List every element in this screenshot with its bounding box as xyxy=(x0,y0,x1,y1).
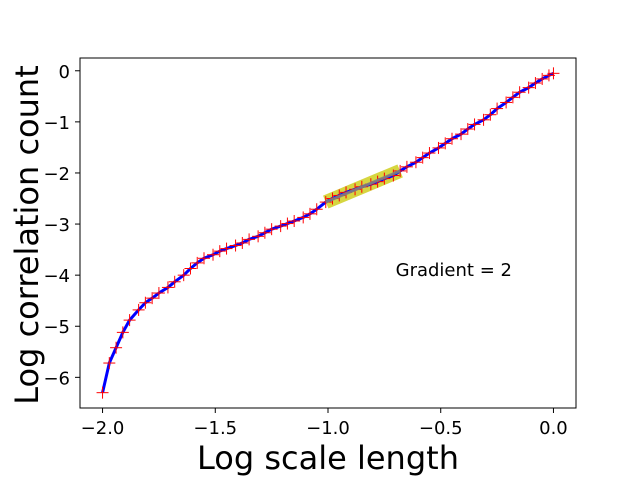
y-tick-label: −1 xyxy=(43,113,70,134)
data-point xyxy=(500,96,513,109)
data-point xyxy=(252,230,265,243)
series-line xyxy=(101,71,555,394)
data-point xyxy=(522,81,535,94)
data-point xyxy=(513,86,526,99)
data-point xyxy=(529,77,542,90)
data-point xyxy=(96,386,109,399)
y-axis-title: Log correlation count xyxy=(8,65,46,404)
data-point xyxy=(146,292,159,305)
x-tick-label: −2.0 xyxy=(81,418,125,439)
data-point xyxy=(191,256,204,269)
data-point xyxy=(303,207,316,220)
x-axis: −2.0 −1.5 −1.0 −0.5 0.0 xyxy=(81,408,568,439)
data-point xyxy=(243,233,256,246)
data-point xyxy=(400,160,413,173)
x-tick-label: −0.5 xyxy=(419,418,463,439)
data-point xyxy=(446,132,458,145)
gradient-annotation: Gradient = 2 xyxy=(396,260,512,281)
data-point xyxy=(432,141,445,154)
data-point xyxy=(281,217,294,230)
data-point xyxy=(213,245,226,258)
axes-frame xyxy=(79,57,577,409)
x-tick-label: 0.0 xyxy=(539,418,568,439)
data-point xyxy=(207,248,220,261)
fit-line xyxy=(325,169,401,204)
data-point xyxy=(110,341,123,354)
data-point xyxy=(168,275,181,288)
data-point xyxy=(484,108,497,121)
data-point xyxy=(152,287,165,300)
data-point xyxy=(491,102,504,115)
data-point xyxy=(455,128,468,141)
data-point xyxy=(297,211,310,224)
data-point xyxy=(477,113,490,126)
y-axis: 0 −1 −2 −3 −4 −5 −6 xyxy=(43,62,80,389)
plot-area xyxy=(96,67,560,399)
data-point xyxy=(416,151,429,164)
data-point xyxy=(547,67,560,80)
x-tick-label: −1.5 xyxy=(193,418,237,439)
y-tick-label: −3 xyxy=(43,215,70,236)
data-point xyxy=(161,281,174,294)
data-point xyxy=(461,123,474,136)
y-tick-label: −2 xyxy=(43,164,70,185)
data-point xyxy=(423,147,436,160)
x-tick-label: −1.0 xyxy=(306,418,350,439)
data-point xyxy=(236,236,249,249)
data-point xyxy=(439,137,452,150)
y-tick-label: 0 xyxy=(59,62,70,83)
y-tick-label: −4 xyxy=(43,266,70,287)
data-point xyxy=(265,223,278,236)
data-point xyxy=(132,303,145,316)
data-point xyxy=(506,91,519,104)
data-point xyxy=(123,314,136,327)
data-point xyxy=(536,72,549,85)
y-tick-label: −5 xyxy=(43,317,70,338)
data-point xyxy=(229,239,242,252)
data-point xyxy=(288,214,301,227)
data-point xyxy=(220,242,233,255)
data-point xyxy=(139,296,152,309)
data-point xyxy=(258,226,271,239)
x-axis-title: Log scale length xyxy=(197,439,459,477)
y-tick-label: −6 xyxy=(43,368,70,389)
data-point xyxy=(542,69,555,82)
data-point xyxy=(310,203,323,216)
data-point xyxy=(103,357,116,370)
data-point xyxy=(198,252,210,265)
data-point xyxy=(184,262,197,275)
data-point xyxy=(274,220,287,233)
data-point xyxy=(468,118,481,131)
data-point xyxy=(177,269,190,282)
data-point xyxy=(409,156,422,169)
data-point xyxy=(116,326,129,339)
